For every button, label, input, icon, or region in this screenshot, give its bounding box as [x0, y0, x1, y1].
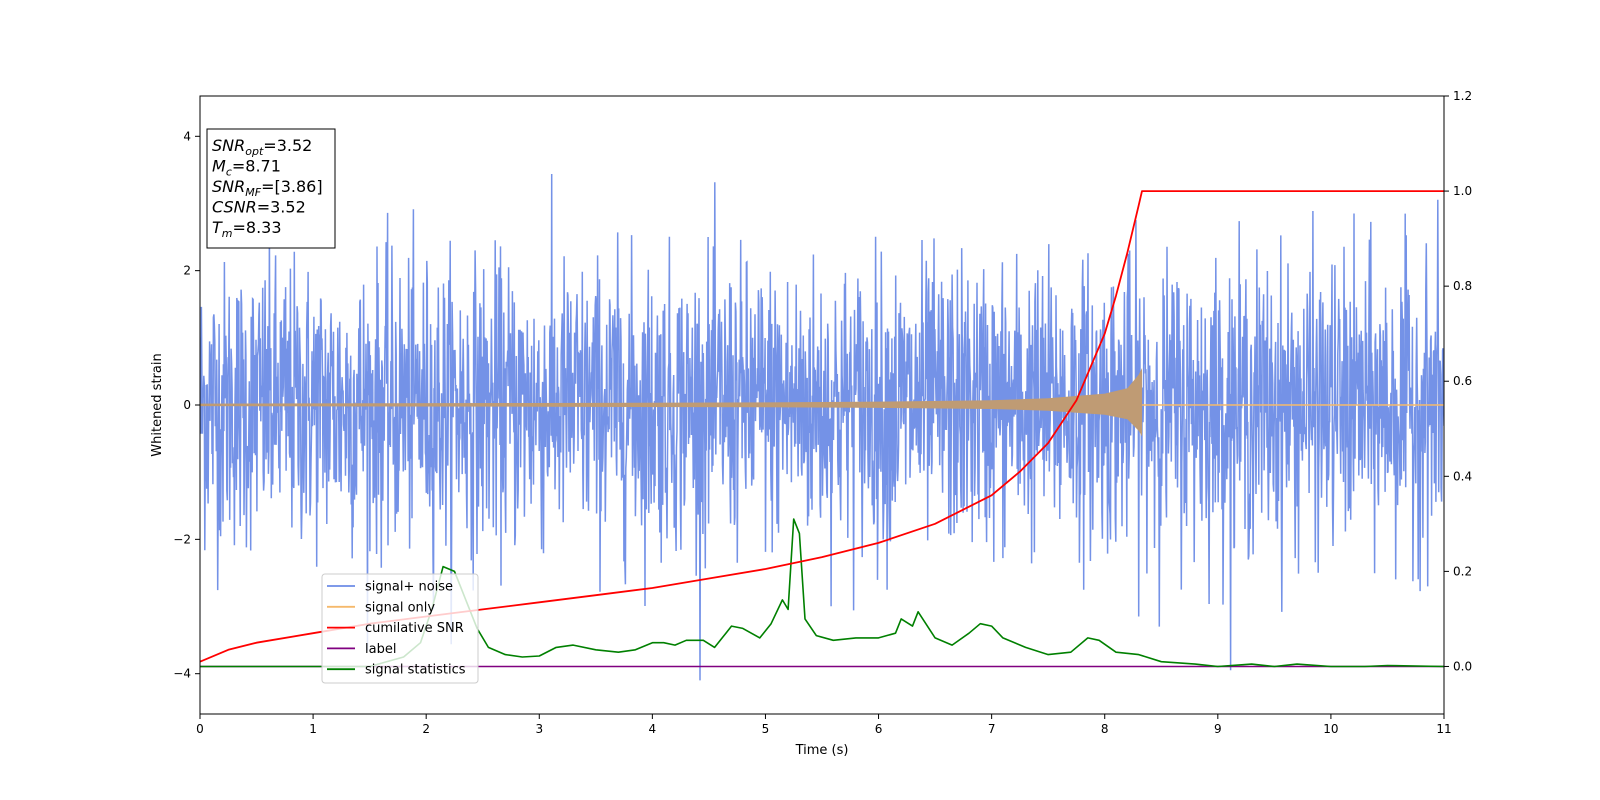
y-right-tick-label: 0.6: [1453, 374, 1472, 388]
x-tick-label: 1: [309, 722, 317, 736]
y-left-tick-label: 0: [183, 398, 191, 412]
x-tick-label: 3: [535, 722, 543, 736]
y-left-tick-label: 4: [183, 129, 191, 143]
legend-label: label: [365, 642, 396, 657]
x-tick-label: 11: [1436, 722, 1451, 736]
y-right-tick-label: 1.0: [1453, 184, 1472, 198]
legend-label: signal statistics: [365, 663, 466, 678]
x-tick-label: 5: [762, 722, 770, 736]
annotation-box: SNRopt=3.52Mc=8.71SNRMF=[3.86]CSNR=3.52T…: [206, 128, 336, 249]
y-right-tick-label: 0.4: [1453, 469, 1472, 483]
legend-frame: [321, 573, 479, 684]
x-tick-label: 6: [875, 722, 883, 736]
legend-label: signal+ noise: [365, 580, 453, 595]
y-left-tick-label: 2: [183, 264, 191, 278]
legend: signal+ noise signal only cumilative SNR la…: [321, 573, 479, 684]
annotation-line: Tm=8.33: [212, 218, 282, 240]
x-axis: 0 1 2 3 4 5 6 7 8 9 10 11: [196, 714, 1452, 736]
annotation-box-frame: [206, 128, 336, 249]
y-right-tick-label: 0.0: [1453, 659, 1472, 673]
x-tick-label: 9: [1214, 722, 1222, 736]
y-axis-right: 0.0 0.2 0.4 0.6 0.8 1.0 1.2: [1444, 89, 1472, 673]
annotation-line: Mc=8.71: [212, 157, 281, 179]
y-left-tick-label: −4: [173, 667, 191, 681]
x-tick-label: 10: [1323, 722, 1338, 736]
y-right-tick-label: 0.2: [1453, 564, 1472, 578]
y-axis-left: −4 −2 0 2 4: [173, 129, 200, 681]
legend-label: signal only: [365, 600, 435, 615]
series-signal-plus-noise: [200, 173, 1444, 681]
x-tick-label: 8: [1101, 722, 1109, 736]
y-left-tick-label: −2: [173, 532, 191, 546]
x-tick-label: 2: [422, 722, 430, 736]
legend-label: cumilative SNR: [365, 621, 464, 636]
annotation-line: SNRMF=[3.86]: [212, 177, 323, 199]
y-right-tick-label: 0.8: [1453, 279, 1472, 293]
series-signal-only-chirp: [200, 368, 1143, 437]
series-signal-statistics: [200, 518, 1444, 668]
annotation-line: CSNR=3.52: [212, 198, 306, 217]
y-axis-label: Whitened strain: [150, 353, 165, 456]
x-axis-label: Time (s): [795, 743, 849, 758]
x-tick-label: 7: [988, 722, 996, 736]
x-tick-label: 0: [196, 722, 204, 736]
y-right-tick-label: 1.2: [1453, 89, 1472, 103]
x-tick-label: 4: [649, 722, 657, 736]
annotation-line: SNRopt=3.52: [212, 136, 312, 158]
